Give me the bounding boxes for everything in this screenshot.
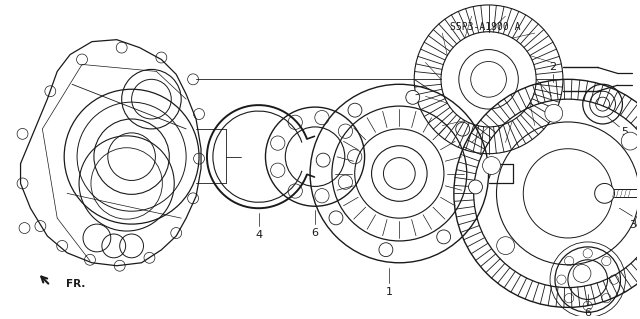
Circle shape bbox=[636, 212, 640, 230]
Circle shape bbox=[483, 157, 500, 174]
Circle shape bbox=[348, 103, 362, 117]
Circle shape bbox=[379, 243, 393, 256]
Text: 5: 5 bbox=[621, 127, 628, 137]
Text: 1: 1 bbox=[386, 286, 393, 297]
Text: 6: 6 bbox=[584, 308, 591, 318]
Text: FR.: FR. bbox=[67, 278, 86, 289]
Text: 6: 6 bbox=[312, 228, 319, 238]
Circle shape bbox=[406, 90, 420, 104]
Circle shape bbox=[456, 122, 470, 136]
Text: 7: 7 bbox=[485, 171, 492, 181]
Circle shape bbox=[436, 230, 451, 244]
Text: 3: 3 bbox=[629, 220, 636, 230]
Circle shape bbox=[621, 132, 639, 150]
Circle shape bbox=[468, 180, 483, 194]
Text: S5P3-A1900 A: S5P3-A1900 A bbox=[450, 22, 520, 32]
Circle shape bbox=[545, 104, 563, 122]
Circle shape bbox=[497, 237, 515, 255]
Circle shape bbox=[329, 211, 343, 225]
Text: 4: 4 bbox=[255, 230, 262, 240]
Circle shape bbox=[573, 264, 591, 282]
Circle shape bbox=[316, 153, 330, 167]
Text: 2: 2 bbox=[550, 63, 557, 72]
Circle shape bbox=[595, 183, 614, 203]
